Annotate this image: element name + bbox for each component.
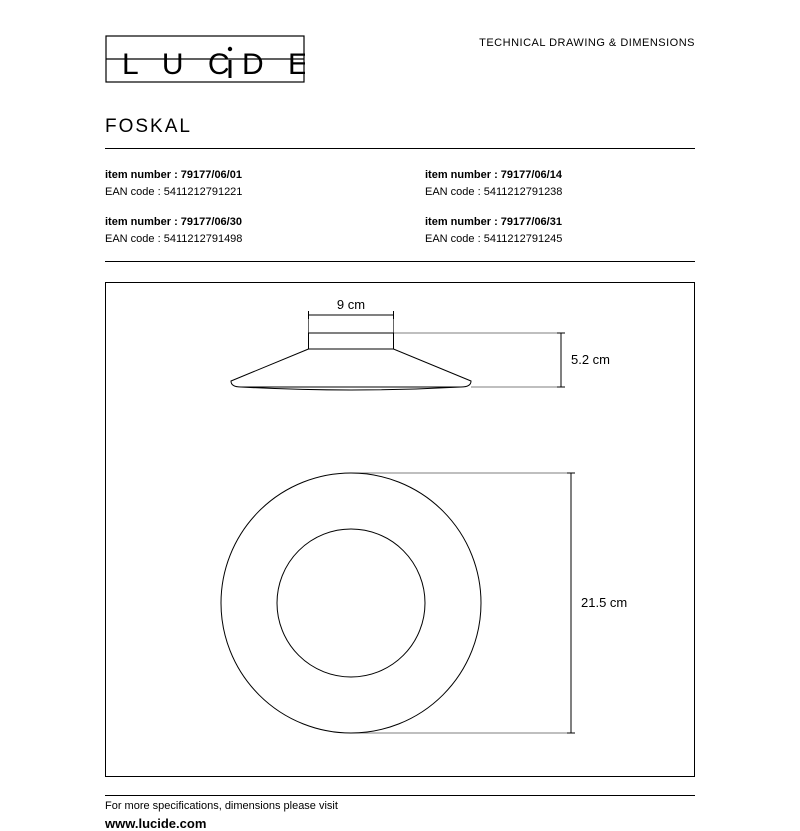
svg-text:5.2 cm: 5.2 cm [571, 352, 610, 367]
item-block: item number : 79177/06/31 EAN code : 541… [425, 214, 695, 247]
ean-label: EAN code : [425, 186, 481, 198]
divider [105, 795, 695, 796]
technical-drawing: 9 cm 5.2 cm 21.5 cm [105, 282, 695, 777]
ean-value: 5411212791245 [484, 233, 563, 245]
svg-text:D E: D E [242, 48, 305, 81]
item-block: item number : 79177/06/14 EAN code : 541… [425, 167, 695, 200]
ean-value: 5411212791221 [164, 186, 243, 198]
item-block: item number : 79177/06/01 EAN code : 541… [105, 167, 375, 200]
item-number-label: item number : [105, 216, 178, 228]
divider [105, 261, 695, 262]
footer-url: www.lucide.com [105, 816, 695, 831]
item-block: item number : 79177/06/30 EAN code : 541… [105, 214, 375, 247]
header-row: L U C D E TECHNICAL DRAWING & DIMENSIONS [105, 35, 695, 88]
ean-label: EAN code : [105, 186, 161, 198]
ean-label: EAN code : [105, 233, 161, 245]
item-number-value: 79177/06/01 [181, 169, 242, 181]
brand-logo: L U C D E [105, 35, 305, 88]
item-number-label: item number : [105, 169, 178, 181]
header-subtitle: TECHNICAL DRAWING & DIMENSIONS [479, 35, 695, 49]
svg-text:9 cm: 9 cm [337, 297, 365, 312]
svg-text:21.5 cm: 21.5 cm [581, 595, 627, 610]
footer-text: For more specifications, dimensions plea… [105, 800, 695, 812]
item-number-value: 79177/06/14 [501, 169, 562, 181]
ean-value: 5411212791238 [484, 186, 563, 198]
item-number-value: 79177/06/31 [501, 216, 562, 228]
ean-value: 5411212791498 [164, 233, 243, 245]
svg-text:L U C: L U C [122, 48, 238, 81]
footer: For more specifications, dimensions plea… [105, 795, 695, 831]
item-number-label: item number : [425, 169, 498, 181]
spec-sheet: L U C D E TECHNICAL DRAWING & DIMENSIONS… [105, 35, 695, 765]
item-number-value: 79177/06/30 [181, 216, 242, 228]
divider [105, 148, 695, 149]
item-number-label: item number : [425, 216, 498, 228]
product-name: FOSKAL [105, 116, 695, 138]
ean-label: EAN code : [425, 233, 481, 245]
item-codes-grid: item number : 79177/06/01 EAN code : 541… [105, 167, 695, 247]
